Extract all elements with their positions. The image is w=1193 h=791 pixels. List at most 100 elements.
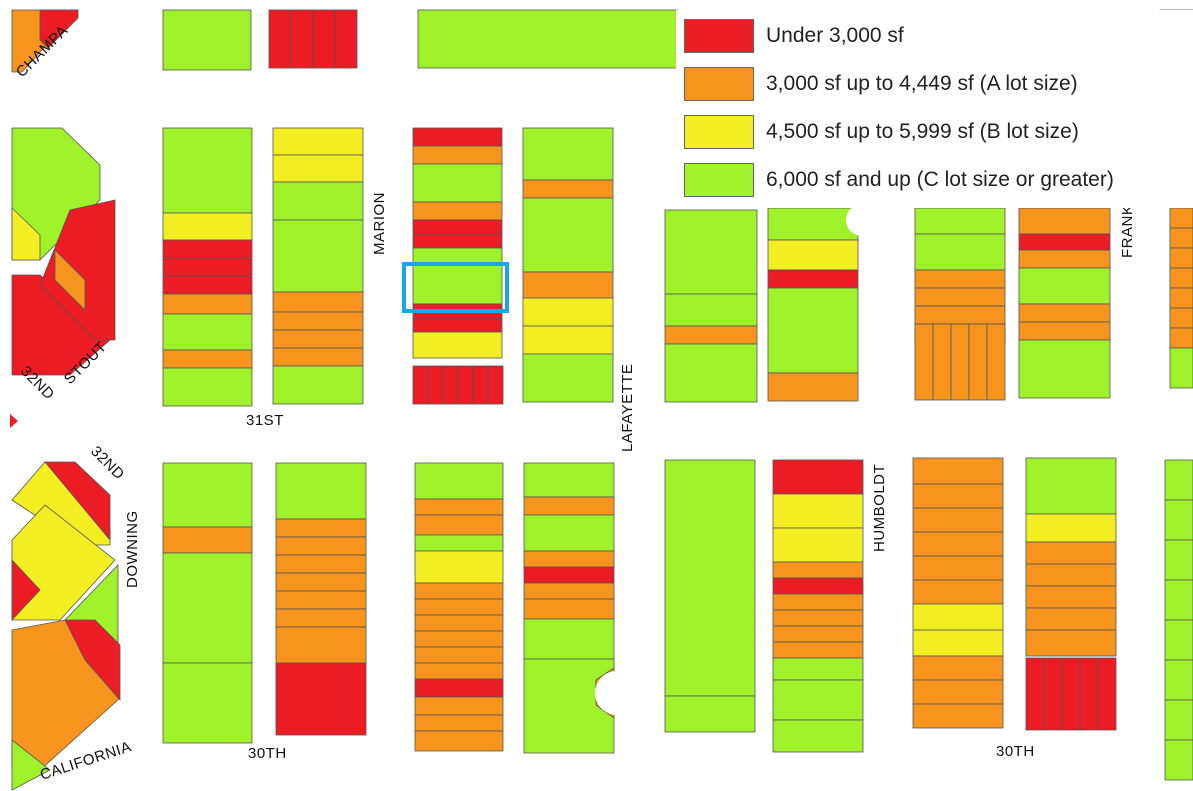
parcel[interactable] [1164,579,1193,621]
parcel[interactable] [914,305,1006,325]
parcel[interactable] [11,558,41,622]
parcel[interactable] [968,323,988,401]
parcel[interactable] [334,9,358,69]
parcel[interactable] [1164,499,1193,541]
parcel[interactable] [522,325,614,355]
parcel[interactable] [414,514,504,536]
parcel[interactable] [1025,541,1117,565]
parcel[interactable] [272,311,364,331]
parcel[interactable] [522,353,614,403]
parcel[interactable] [1164,619,1193,661]
parcel[interactable] [912,507,1004,533]
parcel[interactable] [162,212,253,241]
parcel[interactable] [664,343,758,403]
parcel[interactable] [1018,267,1111,305]
parcel[interactable] [986,323,1006,401]
parcel[interactable] [272,291,364,313]
parcel[interactable] [522,271,614,299]
parcel[interactable] [457,365,474,405]
parcel[interactable] [414,662,504,680]
parcel[interactable] [523,598,615,620]
parcel[interactable] [412,365,429,405]
parcel[interactable] [39,9,79,49]
parcel[interactable] [272,127,364,156]
parcel[interactable] [1025,563,1117,587]
parcel[interactable] [414,630,504,648]
parcel[interactable] [414,646,504,664]
parcel[interactable] [427,365,444,405]
parcel[interactable] [522,179,614,199]
parcel[interactable] [664,293,758,327]
parcel[interactable] [44,461,111,542]
parcel[interactable] [472,365,489,405]
parcel[interactable] [912,457,1004,485]
parcel[interactable] [523,550,615,568]
parcel[interactable] [64,619,121,702]
parcel[interactable] [1097,657,1117,731]
parcel[interactable] [522,297,614,327]
parcel[interactable] [772,657,864,681]
parcel[interactable] [162,313,253,351]
parcel[interactable] [412,201,503,221]
parcel[interactable] [1164,739,1193,781]
parcel[interactable] [312,9,336,69]
parcel[interactable] [767,269,859,289]
parcel[interactable] [914,269,1006,289]
parcel[interactable] [1025,629,1117,657]
parcel[interactable] [767,239,859,271]
parcel[interactable] [1169,207,1193,229]
parcel[interactable] [414,550,504,584]
parcel[interactable] [772,577,864,595]
parcel[interactable] [1043,657,1063,731]
parcel[interactable] [523,496,615,516]
parcel[interactable] [412,145,503,165]
parcel[interactable] [412,247,503,265]
parcel[interactable] [275,662,367,736]
parcel[interactable] [767,287,859,374]
parcel[interactable] [272,181,364,221]
parcel[interactable] [275,572,367,592]
parcel[interactable] [11,207,41,261]
parcel[interactable] [1018,249,1111,269]
parcel[interactable] [767,372,859,402]
parcel[interactable] [414,534,504,552]
parcel[interactable] [522,127,614,181]
parcel[interactable] [912,555,1004,581]
parcel[interactable] [932,323,952,401]
parcel[interactable] [912,531,1004,557]
parcel[interactable] [772,561,864,579]
parcel[interactable] [414,598,504,616]
parcel[interactable] [290,9,314,69]
parcel[interactable] [275,608,367,628]
parcel[interactable] [912,579,1004,605]
parcel[interactable] [275,590,367,610]
parcel[interactable] [912,703,1004,729]
parcel[interactable] [1018,321,1111,341]
parcel[interactable] [275,518,367,538]
parcel[interactable] [1169,267,1193,289]
parcel[interactable] [664,209,758,295]
parcel[interactable] [1169,287,1193,309]
parcel[interactable] [54,249,86,311]
parcel[interactable] [11,739,51,791]
parcel[interactable] [275,462,367,520]
parcel[interactable] [414,678,504,698]
parcel[interactable] [272,329,364,349]
parcel[interactable] [772,625,864,643]
parcel[interactable] [414,582,504,600]
parcel[interactable] [912,655,1004,681]
parcel[interactable] [412,233,503,249]
selected-parcel-highlight[interactable] [402,262,509,313]
parcel[interactable] [39,199,116,341]
parcel[interactable] [414,696,504,716]
parcel[interactable] [417,9,679,69]
parcel[interactable] [772,679,864,721]
parcel[interactable] [162,293,253,315]
parcel[interactable] [1025,607,1117,631]
parcel[interactable] [414,614,504,632]
parcel[interactable] [1018,207,1111,235]
parcel[interactable] [1025,457,1117,515]
parcel[interactable] [950,323,970,401]
parcel[interactable] [1169,247,1193,269]
parcel[interactable] [1164,539,1193,581]
